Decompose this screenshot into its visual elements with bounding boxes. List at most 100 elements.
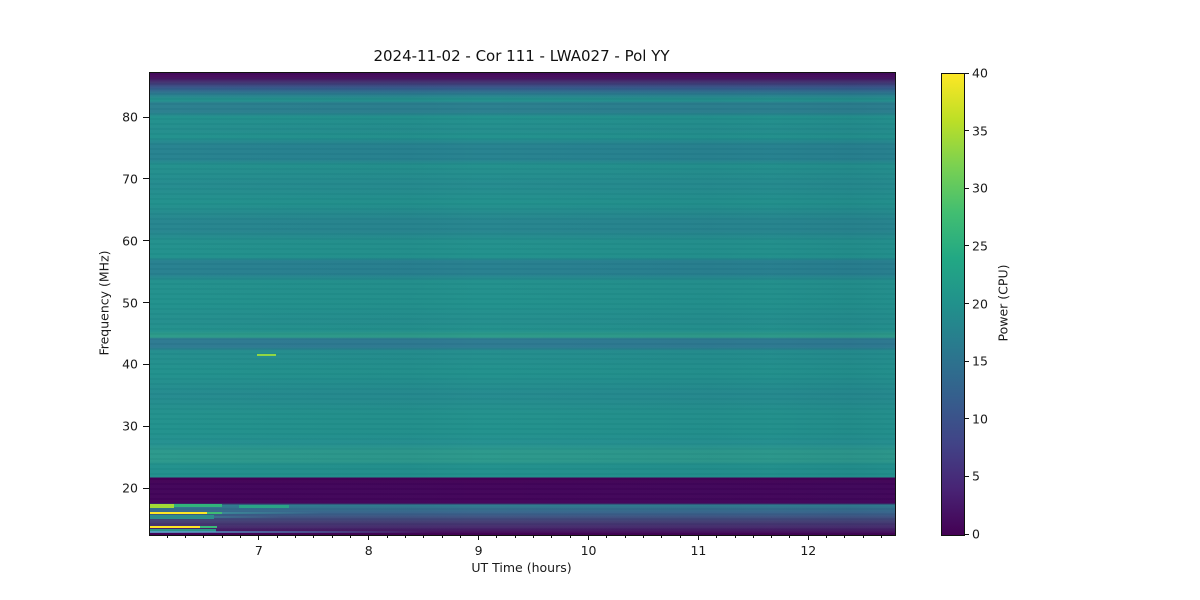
rfi-segment-15mhz-fade [214,515,282,518]
colorbar-tick [965,187,969,189]
x-minor-tick [331,535,333,538]
x-minor-tick [661,535,663,538]
y-axis-label: Frequency (MHz) [96,250,112,356]
spectrogram-background [150,73,895,535]
x-minor-tick [166,535,168,538]
colorbar [941,73,965,536]
colorbar-tick-label: 25 [972,238,988,254]
x-major-tick [697,535,699,540]
y-major-tick [143,425,149,427]
x-tick-label: 9 [474,543,483,558]
y-major-tick [143,178,149,180]
spectrogram-fine-banding [150,73,895,535]
y-tick-label: 40 [122,356,138,372]
x-minor-tick [569,535,571,538]
x-minor-tick [276,535,278,538]
y-tick-label: 30 [122,418,138,434]
x-minor-tick [313,535,315,538]
x-minor-tick [752,535,754,538]
x-minor-tick [441,535,443,538]
x-tick-label: 10 [580,543,597,558]
y-major-tick [143,302,149,304]
bottom-faint-line [150,530,432,533]
x-minor-tick [404,535,406,538]
colorbar-tick-label: 40 [972,65,988,81]
x-minor-tick [295,535,296,538]
y-tick-label: 20 [122,480,138,496]
rfi-line-16mhz [150,511,207,515]
colorbar-tick-label: 10 [972,411,988,427]
colorbar-tick-label: 35 [972,123,988,139]
rfi-band-17mhz-segment-bright [150,504,174,508]
colorbar-tick [965,533,969,535]
x-major-tick [478,535,480,540]
y-tick-label: 60 [122,233,138,249]
rfi-line-16mhz-tail [207,511,222,515]
colorbar-tick [965,360,969,362]
colorbar-tick [965,72,969,74]
x-minor-tick [771,535,773,538]
x-tick-label: 11 [690,543,707,558]
x-minor-tick [642,535,644,538]
colorbar-tick [965,303,969,304]
plot-title: 2024-11-02 - Cor 111 - LWA027 - Pol YY [373,47,670,65]
x-axis-label: UT Time (hours) [471,560,572,575]
colorbar-tick [965,475,969,477]
spectrogram-time-variation [150,73,895,535]
x-major-tick [368,535,370,540]
x-minor-tick [551,535,553,538]
x-minor-tick [716,535,718,538]
rfi-band-17mhz-segment-mid [239,504,289,508]
x-minor-tick [185,535,187,538]
colorbar-tick [965,245,969,247]
x-minor-tick [844,535,846,538]
colorbar-tick-label: 20 [972,296,988,311]
x-major-tick [588,535,590,540]
rfi-line-16mhz-fade [222,512,322,514]
x-minor-tick [862,535,864,538]
x-tick-label: 7 [254,543,263,558]
y-tick-label: 80 [122,109,138,125]
colorbar-tick [965,418,969,420]
y-tick-label: 50 [122,295,138,311]
x-minor-tick [826,535,828,538]
rfi-segment-15mhz [150,514,214,519]
x-minor-tick [734,535,736,538]
colorbar-tick [965,130,969,132]
x-major-tick [258,535,260,540]
spectrogram-plot [149,72,896,536]
rfi-line-14mhz [150,525,200,529]
x-minor-tick [606,535,608,538]
x-minor-tick [221,535,223,538]
x-minor-tick [423,535,425,538]
x-minor-tick [349,535,351,538]
x-minor-tick [789,535,791,538]
x-minor-tick [881,535,883,538]
colorbar-tick-label: 0 [972,526,980,542]
colorbar-tick-label: 30 [972,180,988,196]
y-tick-label: 70 [122,171,138,187]
burst-42mhz [257,353,276,356]
x-minor-tick [240,535,242,538]
x-minor-tick [386,535,388,538]
colorbar-tick-label: 15 [972,353,988,369]
x-minor-tick [514,535,516,538]
x-minor-tick [459,535,461,538]
x-tick-label: 12 [800,543,817,558]
x-minor-tick [203,535,205,538]
x-tick-label: 8 [364,543,373,558]
x-minor-tick [624,535,626,538]
x-minor-tick [679,535,681,538]
y-major-tick [143,487,149,489]
x-major-tick [807,535,809,540]
rfi-band-17mhz-segment-teal [174,504,222,507]
colorbar-tick-label: 5 [972,468,980,484]
rfi-line-14mhz-tail [200,525,217,529]
x-minor-tick [496,535,498,538]
y-major-tick [143,363,149,365]
colorbar-label: Power (CPU) [995,264,1011,342]
y-major-tick [143,116,149,118]
x-minor-tick [533,535,535,538]
rfi-segment-13mhz [150,528,216,532]
